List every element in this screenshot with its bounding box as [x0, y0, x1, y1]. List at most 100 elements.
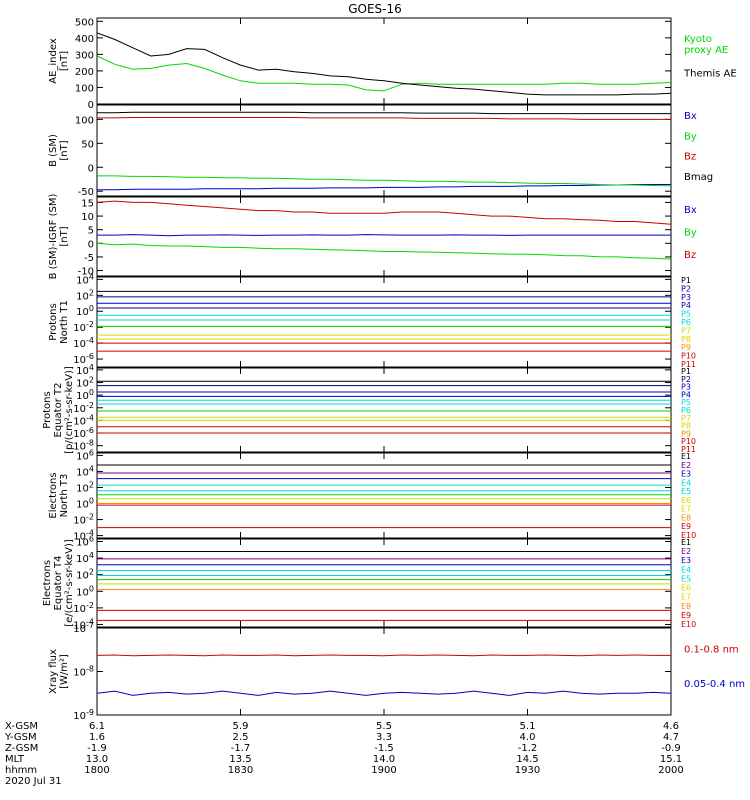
legend-entry: E9: [681, 522, 691, 531]
y-axis-label: AE_index: [48, 38, 59, 84]
legend-entry: E1: [681, 538, 691, 547]
x-axis-row-label: MLT: [5, 754, 25, 765]
legend-entry: E10: [681, 620, 696, 629]
y-tick-label: -10: [78, 267, 94, 278]
y-tick-label: 10-2: [73, 320, 94, 334]
y-tick-label: 10-9: [73, 708, 94, 722]
x-axis-row-label: X-GSM: [5, 721, 38, 732]
y-tick-label: 100: [76, 497, 94, 511]
series-line: [96, 242, 672, 260]
panel-4: 104 102 100 10-2 10-4 10-6 Protons North T1 P1P2…: [48, 272, 696, 369]
legend-entry: P4: [681, 390, 691, 399]
y-tick-label: -50: [78, 187, 94, 198]
x-axis-value: 4.0: [520, 732, 536, 743]
y-tick-label: 15: [81, 198, 94, 209]
y-tick-label: 10-4: [73, 618, 94, 632]
legend-entry: Bx: [684, 111, 697, 122]
x-axis-value: 1930: [515, 765, 540, 776]
y-tick-label: 10: [81, 212, 94, 223]
panel-7: 106 104 102 100 10-2 10-4 Electrons Equator T4[…: [42, 534, 696, 631]
series-line: [97, 184, 671, 191]
x-axis-value: 4.6: [663, 721, 679, 732]
legend-entry: Bx: [684, 205, 697, 216]
x-axis-value: -0.9: [661, 743, 681, 754]
y-axis-label: Xray flux: [48, 649, 59, 694]
y-axis-label: Electrons: [42, 560, 53, 606]
y-tick-label: 106: [76, 448, 94, 462]
x-axis-value: 13.5: [229, 754, 251, 765]
legend-entry: E3: [681, 556, 691, 565]
legend-entry: 0.1-0.8 nm: [684, 644, 739, 655]
legend-entry: E2: [681, 547, 691, 556]
legend-entry: Bz: [684, 152, 696, 163]
y-axis-label: [nT]: [59, 140, 70, 160]
series-line: [96, 32, 672, 96]
y-tick-label: 0: [88, 163, 94, 174]
legend-entry: E8: [681, 513, 691, 522]
y-axis-label: Electrons: [48, 472, 59, 518]
x-axis-row-label: Y-GSM: [4, 732, 37, 743]
legend-entry: E8: [681, 602, 691, 611]
y-tick-label: 100: [76, 304, 94, 318]
y-tick-label: 500: [75, 17, 94, 28]
legend-entry: E5: [681, 574, 691, 583]
legend-entry: 0.05-0.4 nm: [684, 679, 745, 690]
y-axis-label: [nT]: [59, 226, 70, 246]
legend-entry: E4: [681, 565, 691, 574]
legend-entry: P11: [681, 445, 696, 454]
y-axis-label: [W/m²]: [59, 654, 70, 689]
panel-frame: [96, 627, 672, 716]
legend-entry: Kyoto: [684, 34, 712, 45]
x-axis-value: 15.1: [660, 754, 682, 765]
x-axis-value: 6.1: [89, 721, 105, 732]
x-axis-value: 4.7: [663, 732, 679, 743]
y-axis-label: Protons: [48, 303, 59, 340]
panel-frame: [96, 276, 672, 368]
x-axis-value: 1800: [84, 765, 109, 776]
y-tick-label: 400: [75, 34, 94, 45]
legend-entry: E9: [681, 611, 691, 620]
x-axis-value: 3.3: [376, 732, 392, 743]
series-line: [97, 111, 671, 115]
y-tick-label: 106: [76, 534, 94, 548]
legend-entry: E6: [681, 496, 691, 505]
legend-entry: P11: [681, 360, 696, 369]
legend-entry: E4: [681, 478, 691, 487]
panel-2: 100 50 0 -50 B (SM) [nT] Bx By Bz Bmag: [48, 104, 713, 198]
legend-entry: P10: [681, 437, 696, 446]
x-axis-value: 5.9: [233, 721, 249, 732]
y-tick-label: 104: [76, 272, 94, 286]
x-axis-value: 13.0: [86, 754, 108, 765]
legend-entry: By: [684, 131, 697, 142]
legend-entry: P9: [681, 429, 691, 438]
plot-title: GOES-16: [348, 2, 402, 16]
legend-entry: P3: [681, 383, 691, 392]
panel-frame: [96, 452, 672, 539]
series-line: [97, 117, 671, 120]
y-tick-label: -5: [84, 253, 94, 264]
series-line: [97, 175, 672, 187]
y-tick-label: 10-8: [73, 439, 94, 453]
x-axis-value: 2.5: [233, 732, 249, 743]
legend-entry: P6: [681, 406, 691, 415]
y-tick-label: 200: [75, 67, 94, 78]
legend-entry: P10: [681, 352, 696, 361]
y-tick-label: 100: [76, 584, 94, 598]
legend-entry: P8: [681, 335, 691, 344]
y-axis-label: [nT]: [59, 51, 70, 71]
y-tick-label: 100: [75, 115, 94, 126]
x-axis-value: 1900: [371, 765, 396, 776]
legend-entry: E3: [681, 470, 691, 479]
series-line: [96, 654, 671, 657]
y-tick-label: 10-6: [73, 426, 94, 440]
panel-3: 15 10 5 0 -5 -10 B (SM)-IGRF (SM) [nT] Bx By Bz: [48, 194, 697, 280]
y-tick-label: 10-4: [73, 529, 94, 543]
y-axis-label: North T3: [59, 474, 70, 518]
legend-entry: P1: [681, 276, 691, 285]
legend-entry: P8: [681, 422, 691, 431]
legend-entry: P6: [681, 318, 691, 327]
